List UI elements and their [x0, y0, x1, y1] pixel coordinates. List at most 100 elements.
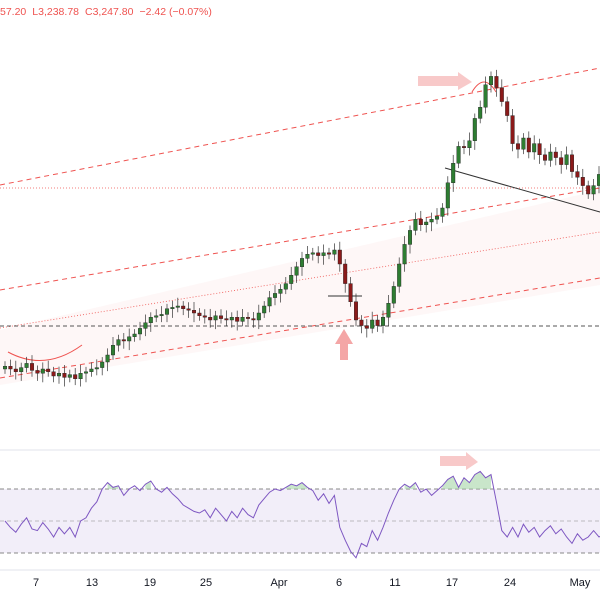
candle — [229, 317, 234, 321]
candle — [251, 318, 256, 321]
candle — [105, 354, 110, 363]
candle — [110, 345, 115, 356]
candle — [559, 157, 564, 165]
candle — [208, 317, 213, 321]
peak-arrow — [418, 72, 472, 90]
candle — [429, 218, 434, 223]
candle — [489, 76, 494, 86]
candle — [505, 101, 510, 116]
x-tick-label: 17 — [446, 577, 458, 589]
descending-trendline — [444, 167, 600, 213]
candle — [197, 312, 202, 316]
x-tick-label: 19 — [144, 577, 156, 589]
candle — [462, 146, 467, 148]
candle — [202, 315, 207, 318]
candle — [224, 318, 229, 321]
low-value: L3,238.78 — [32, 6, 79, 18]
candle — [267, 297, 272, 307]
candle — [19, 367, 24, 373]
channel-mid — [0, 187, 600, 291]
candle — [51, 371, 56, 377]
candle — [381, 317, 386, 326]
candle — [94, 367, 99, 370]
candle — [575, 171, 580, 178]
x-axis-ticks: 7 13 19 25 Apr 6 11 17 24 May — [33, 577, 591, 589]
candle — [440, 207, 445, 217]
candle — [397, 263, 402, 287]
candle — [386, 303, 391, 318]
candle — [143, 322, 148, 329]
candle — [391, 286, 396, 304]
candle — [526, 137, 531, 153]
candle — [186, 308, 191, 311]
rsi-overbought-fills — [107, 471, 491, 489]
candle — [121, 339, 126, 342]
candle — [127, 336, 132, 342]
candle — [240, 317, 245, 322]
candle — [445, 182, 450, 209]
channel-top — [0, 67, 600, 186]
rsi-overbought-fill — [107, 482, 119, 489]
candle — [591, 185, 596, 195]
candle — [364, 325, 369, 329]
rsi-line — [4, 470, 600, 559]
candle — [67, 374, 72, 378]
candle — [413, 218, 418, 231]
candle — [418, 218, 423, 225]
x-tick-label: 11 — [389, 577, 400, 589]
candle — [300, 258, 305, 267]
candle — [218, 315, 223, 319]
candle — [24, 363, 29, 368]
candle — [510, 115, 515, 144]
candle — [451, 162, 456, 183]
candle — [516, 143, 521, 150]
close-value: C3,247.80 — [85, 6, 134, 18]
candle — [116, 339, 121, 346]
candle — [316, 252, 321, 256]
candle — [159, 314, 164, 316]
candle — [13, 368, 18, 372]
rsi-peak-arrow — [440, 452, 478, 470]
candle — [164, 308, 169, 315]
candle — [30, 363, 35, 371]
candle — [548, 151, 553, 161]
candle — [402, 244, 407, 265]
x-tick-label: 25 — [200, 577, 212, 589]
candle — [283, 283, 288, 290]
candle — [472, 118, 477, 142]
ohlc-legend: 57.20 L3,238.78 C3,247.80 −2.42 (−0.07%) — [0, 6, 218, 18]
candle — [245, 317, 250, 319]
candle — [73, 374, 78, 380]
candle — [3, 366, 7, 370]
candle — [343, 263, 348, 284]
candle — [89, 368, 94, 372]
candle — [181, 305, 186, 309]
candle — [175, 305, 180, 308]
x-tick-label: 13 — [86, 577, 98, 589]
candle — [132, 333, 137, 337]
candle — [235, 317, 240, 322]
candle — [348, 283, 353, 303]
candle — [148, 317, 153, 324]
x-tick-label: May — [570, 577, 591, 589]
candle — [35, 370, 40, 374]
x-tick-label: 6 — [336, 577, 342, 589]
candle — [57, 373, 62, 377]
candle — [337, 249, 342, 265]
candle — [456, 146, 461, 164]
candle — [262, 305, 267, 314]
candle — [359, 319, 364, 326]
channel-median — [0, 231, 600, 329]
candle — [154, 315, 159, 318]
candle — [370, 319, 375, 329]
base-arc — [7, 344, 83, 361]
candle — [321, 252, 326, 256]
candle — [408, 230, 413, 245]
candle — [537, 143, 542, 156]
candle — [62, 373, 67, 378]
candle — [499, 87, 504, 102]
candle — [289, 275, 294, 284]
candle — [100, 361, 105, 368]
x-tick-label: 7 — [33, 577, 39, 589]
